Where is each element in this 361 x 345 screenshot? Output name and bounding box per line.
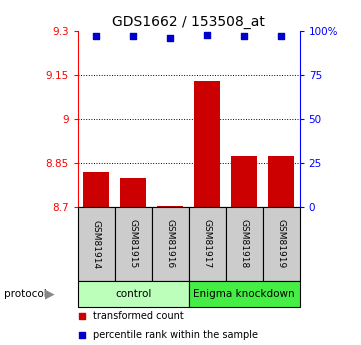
Bar: [231, 156, 257, 207]
Bar: [194, 81, 220, 207]
Bar: [78, 207, 115, 281]
Text: Enigma knockdown: Enigma knockdown: [193, 289, 295, 299]
Text: control: control: [115, 289, 151, 299]
Bar: [263, 207, 300, 281]
Bar: [152, 207, 188, 281]
Bar: [188, 281, 300, 307]
Text: ▶: ▶: [45, 288, 55, 300]
Point: [167, 35, 173, 41]
Title: GDS1662 / 153508_at: GDS1662 / 153508_at: [112, 14, 265, 29]
Text: GSM81916: GSM81916: [166, 219, 175, 269]
Bar: [226, 207, 263, 281]
Bar: [83, 172, 109, 207]
Point: [226, 86, 232, 92]
Point: [204, 32, 210, 37]
Text: transformed count: transformed count: [93, 311, 184, 321]
Text: GSM81919: GSM81919: [277, 219, 286, 269]
Text: GSM81915: GSM81915: [129, 219, 138, 269]
Bar: [268, 156, 294, 207]
Point: [278, 33, 284, 39]
Bar: [115, 207, 152, 281]
Text: GSM81914: GSM81914: [92, 219, 101, 269]
Point: [130, 33, 136, 39]
Bar: [157, 206, 183, 207]
Text: protocol: protocol: [4, 289, 46, 299]
Bar: [78, 281, 188, 307]
Text: GSM81918: GSM81918: [240, 219, 249, 269]
Bar: [120, 178, 146, 207]
Bar: [188, 207, 226, 281]
Point: [93, 33, 99, 39]
Text: percentile rank within the sample: percentile rank within the sample: [93, 330, 258, 339]
Text: GSM81917: GSM81917: [203, 219, 212, 269]
Point: [226, 259, 232, 264]
Point: [241, 33, 247, 39]
